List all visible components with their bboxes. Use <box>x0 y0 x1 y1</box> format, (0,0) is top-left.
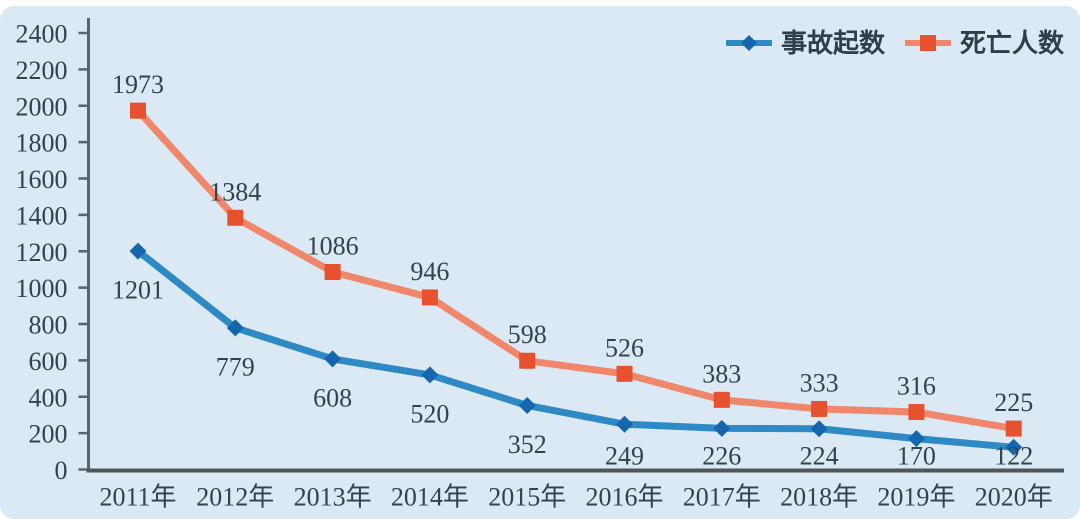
legend-label-deaths: 死亡人数 <box>959 28 1064 58</box>
data-point-label: 352 <box>508 430 547 459</box>
y-tick-label: 0 <box>55 456 68 485</box>
y-tick-label: 1800 <box>16 129 68 158</box>
diamond-marker-icon <box>129 242 147 260</box>
y-tick-label: 2000 <box>16 92 68 121</box>
data-point-label: 1973 <box>112 70 164 99</box>
y-tick-label: 1400 <box>16 201 68 230</box>
square-marker-icon <box>421 289 438 306</box>
data-point-label: 1086 <box>307 231 359 260</box>
data-point-label: 608 <box>313 383 352 412</box>
diamond-marker-icon <box>226 319 244 337</box>
diamond-marker-icon <box>421 366 439 384</box>
x-tick-label: 2018年 <box>780 483 858 512</box>
line-chart-svg: 0 200 400 600 800 1000 1200 1400 1600 1800 2000 220… <box>16 18 1064 512</box>
data-point-label: 520 <box>410 399 449 428</box>
diamond-marker-icon <box>324 350 342 368</box>
data-point-label: 249 <box>605 442 644 471</box>
data-point-label: 226 <box>702 442 741 471</box>
diamond-marker-icon <box>907 430 925 448</box>
data-point-label: 1384 <box>209 177 261 206</box>
data-point-label: 526 <box>605 333 644 362</box>
series-line <box>134 107 1018 433</box>
y-tick-label: 800 <box>29 311 68 340</box>
data-point-label: 779 <box>216 352 255 381</box>
data-point-label: 598 <box>508 320 547 349</box>
x-tick-label: 2013年 <box>294 483 372 512</box>
data-point-label: 225 <box>994 388 1033 417</box>
data-point-label: 224 <box>800 442 839 471</box>
y-tick-label: 400 <box>29 383 68 412</box>
legend-item-accidents: 事故起数 <box>725 28 885 58</box>
y-tick-label: 2400 <box>16 20 68 49</box>
series-line <box>134 247 1018 451</box>
diamond-marker-icon <box>1005 438 1023 456</box>
data-point-label: 122 <box>994 442 1033 471</box>
chart-area: 0 200 400 600 800 1000 1200 1400 1600 1800 2000 220… <box>0 6 1080 519</box>
data-point-label: 316 <box>897 372 936 401</box>
diamond-marker-icon <box>616 415 633 433</box>
square-marker-icon <box>908 404 925 421</box>
diamond-marker-icon <box>810 420 828 438</box>
x-tick-label: 2016年 <box>585 483 663 512</box>
y-tick-label: 2200 <box>16 56 68 85</box>
x-tick-label: 2011年 <box>99 483 176 512</box>
y-tick-label: 1000 <box>16 274 68 303</box>
square-marker-icon <box>713 391 730 408</box>
x-tick-label: 2012年 <box>196 483 274 512</box>
y-tick-label: 200 <box>29 420 68 449</box>
diamond-marker-icon <box>518 396 536 414</box>
data-point-label: 1201 <box>112 276 164 305</box>
x-tick-label: 2019年 <box>877 483 955 512</box>
diamond-marker-icon <box>713 419 731 437</box>
square-marker-icon <box>616 365 633 382</box>
data-point-label: 170 <box>897 442 936 471</box>
accidents-line-marker-icon <box>725 35 772 51</box>
square-marker-icon <box>227 209 244 226</box>
data-point-label: 333 <box>800 368 839 397</box>
x-tick-label: 2015年 <box>488 483 566 512</box>
data-point-label: 383 <box>702 359 741 388</box>
square-marker-icon <box>130 102 146 119</box>
legend-label-accidents: 事故起数 <box>780 28 885 58</box>
x-tick-label: 2020年 <box>975 483 1053 512</box>
square-marker-icon <box>811 400 828 417</box>
legend-item-deaths: 死亡人数 <box>904 28 1064 58</box>
chart-legend: 事故起数 死亡人数 <box>725 28 1064 58</box>
square-marker-icon <box>324 263 341 280</box>
x-tick-label: 2017年 <box>683 483 761 512</box>
y-tick-label: 600 <box>29 347 68 376</box>
y-tick-label: 1600 <box>16 165 68 194</box>
x-tick-label: 2014年 <box>391 483 469 512</box>
y-tick-label: 1200 <box>16 238 68 267</box>
square-marker-icon <box>1005 420 1022 437</box>
data-point-label: 946 <box>410 257 449 286</box>
square-marker-icon <box>519 352 536 369</box>
deaths-line-marker-icon <box>904 35 951 51</box>
